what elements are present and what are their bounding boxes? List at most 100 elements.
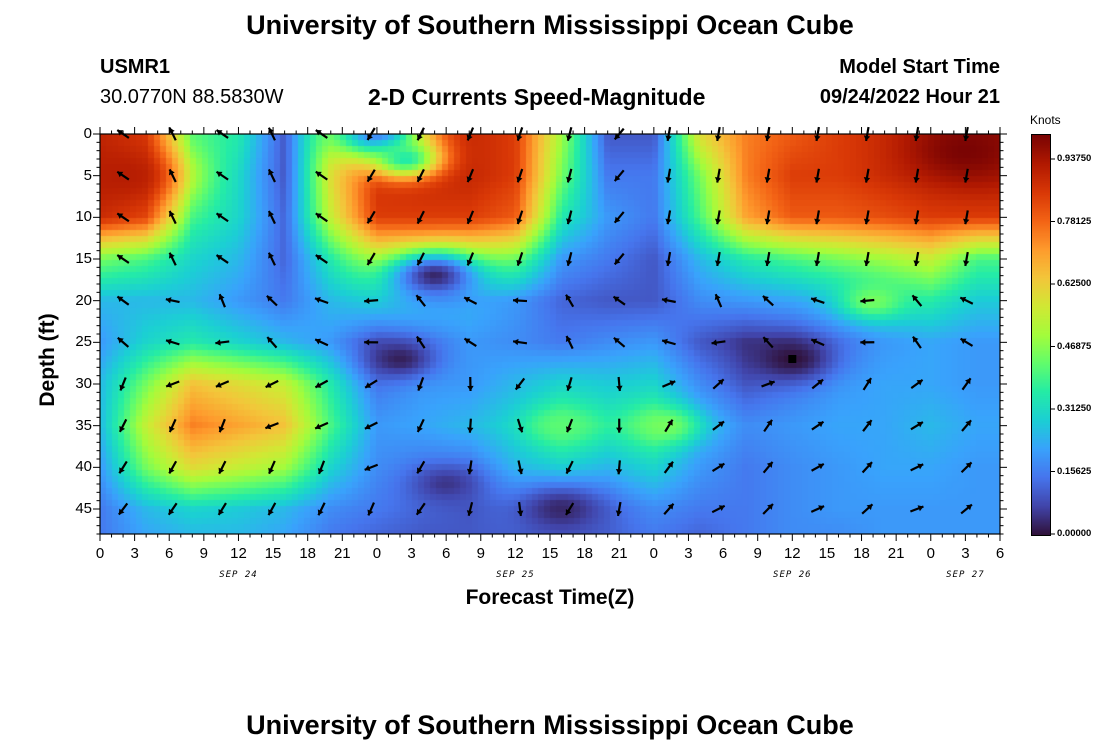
- current-vector-head: [714, 260, 722, 266]
- current-vector-head: [467, 385, 474, 391]
- current-vector-head: [965, 378, 971, 385]
- current-vector-head: [416, 295, 423, 302]
- current-vector-head: [718, 421, 725, 428]
- current-vector-head: [367, 175, 373, 182]
- current-vector-head: [764, 218, 771, 225]
- x-tick-label: 3: [407, 545, 416, 562]
- current-vector-head: [367, 134, 373, 141]
- x-tick-label: 15: [818, 545, 836, 562]
- current-vector-head: [916, 421, 923, 428]
- current-vector-head: [215, 339, 221, 346]
- y-axis-label: Depth (ft): [36, 313, 59, 407]
- x-tick-label: 0: [926, 545, 935, 562]
- current-vector-head: [218, 294, 225, 301]
- current-vector-head: [963, 218, 970, 225]
- current-vector-head: [912, 295, 919, 302]
- x-tick-label: 6: [441, 545, 451, 562]
- current-vector-head: [168, 127, 175, 134]
- current-vector-head: [811, 338, 818, 345]
- current-vector-head: [766, 461, 773, 468]
- current-vector-head: [814, 260, 821, 266]
- current-vector-head: [614, 175, 621, 182]
- current-vector-head: [364, 423, 371, 430]
- chart-title: 2-D Currents Speed-Magnitude: [368, 84, 706, 110]
- x-tick-label: 0: [95, 545, 105, 562]
- current-vectors: [116, 126, 974, 517]
- current-vector-head: [817, 421, 824, 428]
- x-tick-label: 3: [961, 545, 970, 562]
- current-vector-head: [717, 379, 724, 386]
- current-vector-head: [166, 381, 173, 388]
- current-vector-head: [917, 505, 924, 512]
- colorbar-tick-label: 0.46875: [1057, 340, 1092, 352]
- x-tick-label: 18: [299, 545, 317, 562]
- current-vector-head: [565, 508, 572, 515]
- current-vector-head: [818, 505, 825, 512]
- current-vector-head: [513, 297, 519, 304]
- current-vector-head: [912, 336, 919, 343]
- current-vector-head: [119, 384, 126, 391]
- current-vector-head: [467, 427, 474, 433]
- x-tick-label: 18: [853, 545, 870, 562]
- station-coords: 30.0770N 88.5830W: [100, 86, 284, 108]
- current-vector-head: [268, 467, 275, 474]
- current-vector-head: [615, 510, 623, 516]
- current-vector-head: [866, 504, 873, 511]
- current-vector-head: [963, 135, 970, 141]
- x-tick-label: 21: [887, 545, 905, 562]
- current-vector-head: [614, 216, 621, 223]
- current-vector-head: [317, 467, 324, 474]
- current-vector-head: [416, 336, 423, 343]
- current-vector-head: [266, 295, 273, 302]
- current-vector-head: [314, 296, 321, 304]
- current-vector-head: [718, 505, 725, 511]
- current-vector-head: [764, 260, 771, 266]
- current-vector-head: [965, 420, 972, 427]
- current-vector-head: [515, 383, 522, 390]
- current-vector-head: [268, 211, 274, 217]
- current-vector-head: [268, 169, 274, 176]
- current-vector-head: [364, 465, 371, 472]
- current-vector-head: [965, 504, 972, 511]
- current-vector-head: [863, 177, 871, 183]
- current-vector-head: [265, 381, 272, 388]
- current-vector-head: [317, 509, 324, 516]
- current-vector-head: [665, 260, 672, 266]
- current-vector-head: [466, 259, 473, 266]
- current-vector-head: [614, 133, 621, 140]
- current-vector-head: [119, 425, 126, 432]
- x-tick-label: 9: [199, 545, 209, 562]
- current-vector-head: [667, 419, 673, 426]
- current-vector-head: [265, 423, 272, 430]
- current-vector-head: [667, 503, 674, 510]
- y-tick-label: 20: [75, 291, 92, 309]
- current-vector-head: [516, 176, 523, 183]
- current-vector-head: [218, 467, 225, 474]
- current-vector-head: [168, 252, 175, 259]
- x-tick-label: 6: [995, 545, 1005, 562]
- current-vector-head: [216, 255, 223, 261]
- current-vector-head: [464, 296, 471, 303]
- current-vector-head: [714, 135, 722, 141]
- colorbar: [1031, 134, 1051, 536]
- current-vector-head: [517, 468, 524, 475]
- y-tick-label: 25: [75, 333, 92, 351]
- current-vector-head: [417, 217, 423, 224]
- current-vector-head: [860, 339, 866, 346]
- current-vector-head: [865, 378, 872, 385]
- footer-title: University of Southern Mississippi Ocean…: [246, 710, 854, 740]
- current-vector-head: [165, 297, 172, 304]
- current-vector-head: [764, 177, 771, 183]
- current-vector-head: [117, 171, 124, 178]
- current-vector-head: [466, 468, 474, 475]
- model-start-time: 09/24/2022 Hour 21: [819, 86, 1000, 108]
- current-vector-head: [516, 134, 523, 141]
- current-vector-head: [517, 510, 524, 516]
- current-vector-head: [714, 294, 721, 301]
- current-vector-head: [267, 337, 274, 344]
- current-vector-head: [916, 379, 923, 386]
- current-vector-head: [665, 177, 672, 183]
- current-vector-head: [669, 380, 676, 387]
- current-vector-head: [566, 218, 573, 225]
- current-vector-head: [762, 295, 769, 302]
